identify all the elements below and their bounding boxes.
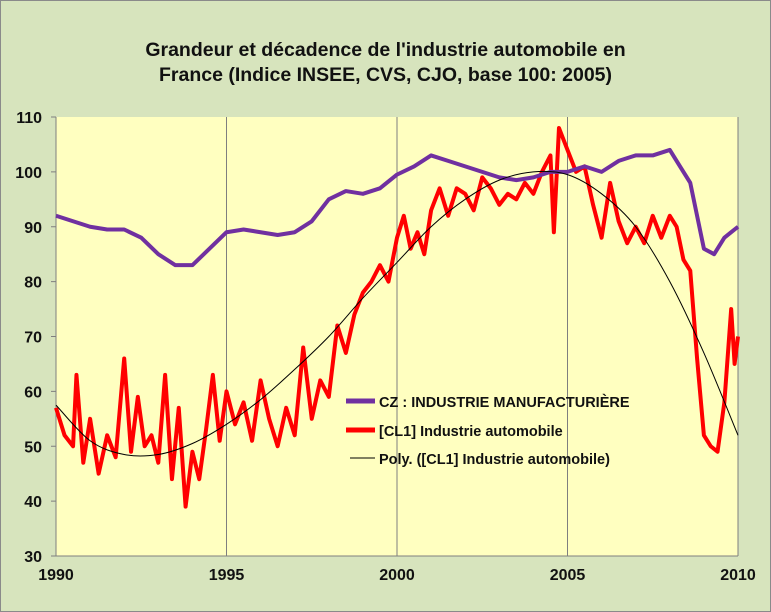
y-tick-label: 100 bbox=[15, 165, 42, 182]
chart-title: Grandeur et décadence de l'industrie aut… bbox=[0, 38, 771, 88]
y-tick-label: 110 bbox=[16, 110, 42, 127]
y-tick-label: 60 bbox=[24, 384, 42, 401]
y-tick-label: 50 bbox=[24, 439, 42, 456]
series-line-poly bbox=[55, 170, 739, 457]
x-tick-label: 1990 bbox=[38, 567, 74, 584]
x-tick-label: 2010 bbox=[720, 567, 756, 584]
y-tick-label: 40 bbox=[24, 494, 42, 511]
series-line-cz bbox=[55, 147, 740, 268]
series-line-cl1 bbox=[54, 125, 740, 509]
legend-label-poly: Poly. ([CL1] Industrie automobile) bbox=[379, 452, 610, 468]
legend: CZ : INDUSTRIE MANUFACTURIÈRE [CL1] Indu… bbox=[346, 394, 630, 468]
x-tick-label: 2000 bbox=[379, 567, 415, 584]
y-tick-label: 30 bbox=[24, 549, 42, 566]
y-tick-label: 70 bbox=[24, 330, 42, 347]
x-tick-label: 2005 bbox=[550, 567, 586, 584]
y-tick-label: 80 bbox=[24, 275, 42, 292]
x-tick-label: 1995 bbox=[209, 567, 245, 584]
legend-label-cz: CZ : INDUSTRIE MANUFACTURIÈRE bbox=[379, 394, 630, 411]
chart-title-line2: France (Indice INSEE, CVS, CJO, base 100… bbox=[158, 64, 613, 86]
legend-label-cl1: [CL1] Industrie automobile bbox=[379, 424, 563, 440]
y-tick-label: 90 bbox=[24, 220, 42, 237]
chart-title-line1: Grandeur et décadence de l'industrie aut… bbox=[145, 39, 626, 61]
